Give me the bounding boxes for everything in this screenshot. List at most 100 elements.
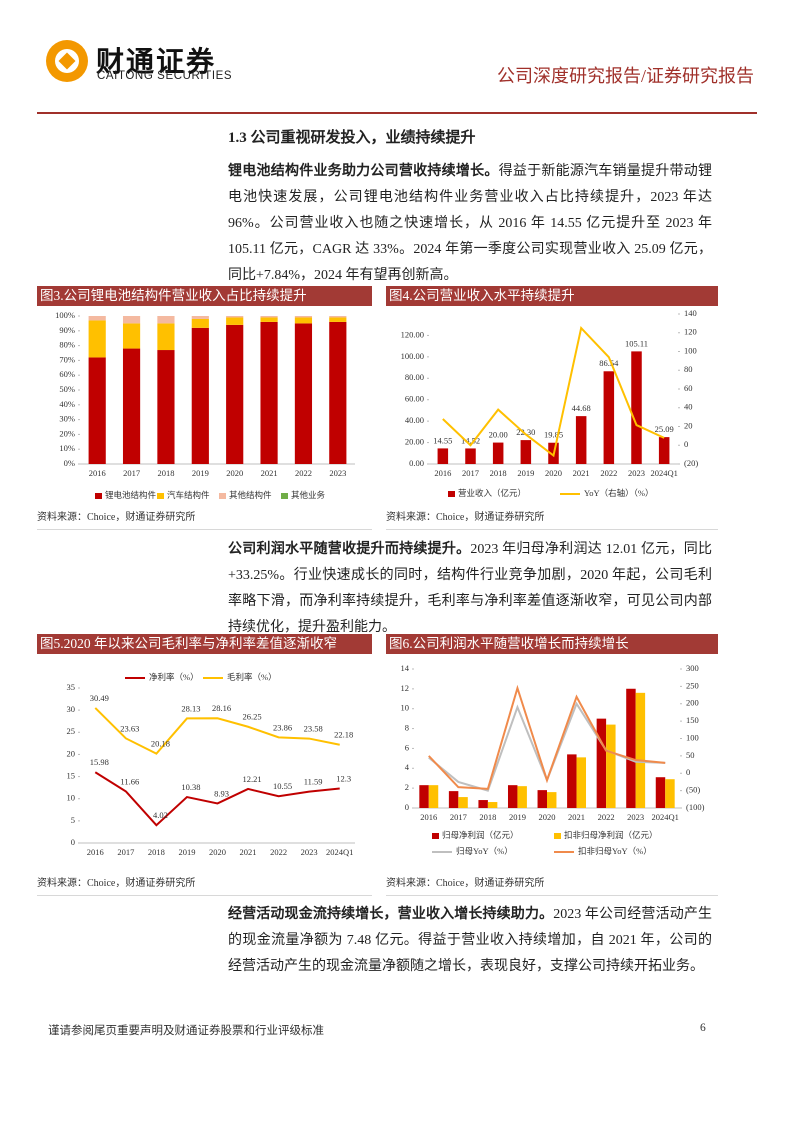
bar-segment [157,316,175,324]
data-label: 28.13 [181,703,200,713]
bar-segment [157,350,175,464]
y2-tick-label: 0 [684,439,688,449]
y2-tick-label: 20 [684,420,693,430]
bar-segment [122,348,141,464]
bar-segment [260,317,278,322]
x-tick-label: 2024Q1 [650,468,677,478]
data-label: 8.93 [214,788,229,798]
x-tick-label: 2019 [509,812,526,822]
data-label: 44.68 [572,403,591,413]
y-tick-label: 35 [67,682,76,692]
data-label: 11.59 [304,777,323,787]
line [442,326,665,458]
x-tick-label: 2017 [123,468,140,478]
x-tick-label: 2019 [178,847,195,857]
bar-segment [260,321,278,464]
x-tick-label: 2021 [261,468,278,478]
bar [487,802,498,808]
x-tick-label: 2022 [598,812,615,822]
legend-swatch [432,833,439,839]
x-tick-label: 2023 [628,468,645,478]
y2-tick-label: 60 [684,383,693,393]
data-label: 12.3 [336,773,351,783]
legend-label: 归母YoY（%） [456,846,513,856]
y-tick-label: 10 [401,703,410,713]
data-label: 12.21 [242,774,261,784]
data-label: 14.55 [433,435,452,445]
bar [576,757,587,808]
y2-tick-label: 0 [686,767,690,777]
x-tick-label: 2017 [117,847,134,857]
bar-segment [260,316,278,318]
y-tick-label: 20.00 [405,437,424,447]
figure: 图3.公司锂电池结构件营业收入占比持续提升 0% 10% 20% 30% 40% 50% 6… [37,286,372,530]
y-tick-label: 80.00 [405,372,424,382]
bar-segment [122,323,141,349]
y-tick-label: 14 [401,663,410,673]
x-tick-label: 2018 [157,468,174,478]
bar-segment [329,316,347,318]
data-label: 23.58 [304,724,323,734]
data-label: 14.52 [461,435,480,445]
report-type: 公司深度研究报告/证券研究报告 [497,66,754,86]
y2-tick-label: 250 [686,680,699,690]
bar [517,786,527,808]
paragraph: 经营活动现金流持续增长，营业收入增长持续助力。2023 年公司经营活动产生的现金… [228,901,712,980]
figure-title: 图6.公司利润水平随营收增长而持续增长 [386,634,718,654]
paragraph-text: 2023 年归母净利润达 12.01 亿元，同比+33.25%。行业快速成长的同… [228,542,713,635]
y-tick-label: 12 [401,683,410,693]
x-tick-label: 2017 [462,468,479,478]
x-tick-label: 2016 [434,468,451,478]
x-tick-label: 2024Q1 [326,847,353,857]
data-label: 10.38 [181,782,200,792]
legend-label: 营业收入（亿元） [458,488,526,498]
legend-swatch [219,493,226,499]
figure: 图4.公司营业收入水平持续提升 0.00 20.00 40.00 60.00 80.00… [386,286,718,530]
legend-label: 毛利率（%） [227,672,277,682]
data-label: 28.16 [212,703,231,713]
x-tick-label: 2016 [89,468,106,478]
x-tick-label: 2021 [240,847,257,857]
y-tick-label: 120.00 [401,329,424,339]
paragraph-lead: 经营活动现金流持续增长，营业收入增长持续助力。 [228,906,554,922]
y-tick-label: 100.00 [401,351,424,361]
data-label: 20.00 [489,430,508,440]
data-label: 86.54 [599,358,619,368]
bar-segment [329,317,347,322]
paragraph-lead: 公司利润水平随营收提升而持续提升。 [228,541,471,557]
y2-tick-label: 150 [686,715,699,725]
bar [631,351,642,464]
paragraph-text: 得益于新能源汽车销量提升带动锂电池快速发展，公司锂电池结构件业务营业收入占比持续… [228,164,713,283]
y-tick-label: 90% [59,325,75,335]
bar-segment [294,316,313,318]
bar [458,797,468,808]
x-tick-label: 2018 [148,847,165,857]
data-label: 20.18 [151,739,170,749]
logo-mark [46,40,88,82]
figure: 图5.2020 年以来公司毛利率与净利率差值逐渐收窄 0 5 10 15 20 25 30 3… [37,634,372,896]
legend-label: YoY（右轴）（%） [584,488,654,498]
x-tick-label: 2020 [209,847,226,857]
y-tick-label: 0% [64,458,75,468]
legend-label: 汽车结构件 [167,490,210,500]
x-tick-label: 2021 [573,468,590,478]
figure-title: 图3.公司锂电池结构件营业收入占比持续提升 [37,286,372,306]
x-tick-label: 2016 [87,847,104,857]
y2-tick-label: 40 [684,402,693,412]
bar [655,777,666,808]
figure-source: 资料来源：Choice，财通证券研究所 [386,506,718,530]
bar [520,440,532,464]
data-label: 23.86 [273,722,292,732]
bar [437,448,449,464]
logo-text: 财通证券 [96,45,217,78]
y-tick-label: 0.00 [409,458,424,468]
bar [537,790,547,808]
y-tick-label: 5 [71,815,75,825]
bar [596,718,607,808]
figure-title: 图5.2020 年以来公司毛利率与净利率差值逐渐收窄 [37,634,372,654]
legend-label: 净利率（%） [149,672,199,682]
y2-tick-label: 50 [686,750,695,760]
bar [428,785,439,808]
chart: 0 5 10 15 20 25 30 35 2016 2017 2018 2019 2020 2021 20… [67,672,355,857]
data-label: 23.63 [120,723,139,733]
